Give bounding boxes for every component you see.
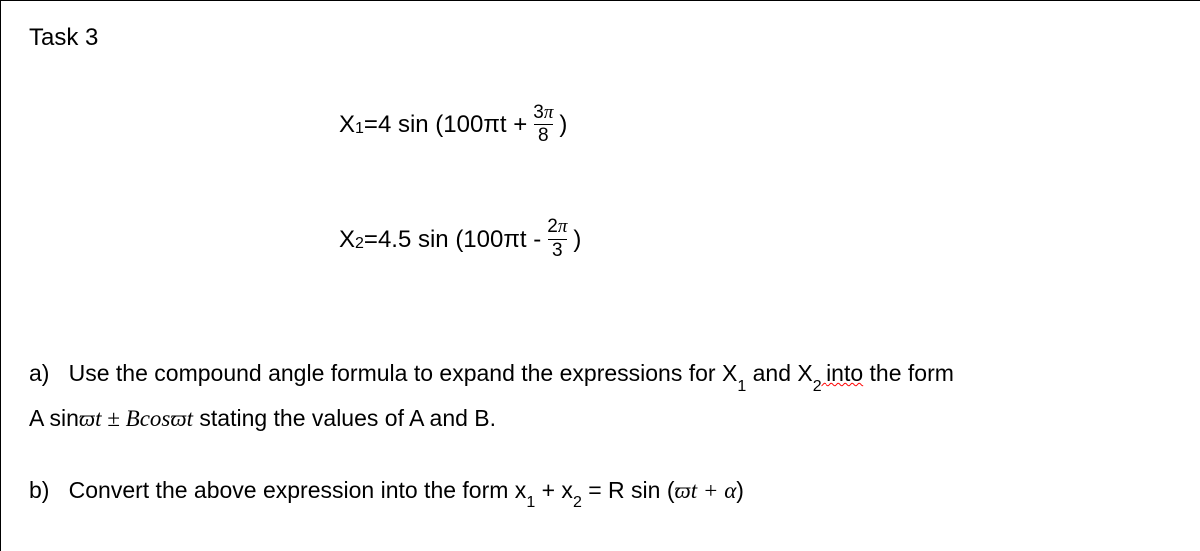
part-a: a) Use the compound angle formula to exp… bbox=[29, 352, 1172, 441]
part-a-sub2: 2 bbox=[813, 378, 826, 395]
part-a-sub1: 1 bbox=[737, 378, 746, 395]
eq1-coef: 4 sin (100πt + bbox=[378, 108, 527, 142]
part-b-alpha: α bbox=[724, 478, 736, 503]
part-b-close: ) bbox=[736, 477, 744, 503]
eq2-frac-pi: π bbox=[558, 216, 568, 237]
eq1-frac-den: 8 bbox=[534, 124, 553, 147]
eq2-close: ) bbox=[573, 223, 581, 257]
eq1-eq: = bbox=[364, 108, 378, 142]
part-b-text1: Convert the above expression into the fo… bbox=[69, 477, 527, 503]
part-a-underline: 2 into bbox=[813, 360, 863, 386]
part-a-into: into bbox=[826, 360, 863, 386]
eq1-frac-num: 3π bbox=[531, 103, 555, 125]
part-b-plus: + bbox=[697, 478, 724, 503]
task-title: Task 3 bbox=[29, 21, 1172, 55]
eq2-frac-num-val: 2 bbox=[547, 216, 558, 237]
part-b-varpi: ϖ bbox=[675, 478, 691, 503]
eq1-frac-num-val: 3 bbox=[533, 102, 544, 123]
part-a-label: a) bbox=[29, 360, 49, 386]
part-b-label: b) bbox=[29, 477, 49, 503]
part-b-sub2: 2 bbox=[573, 494, 582, 511]
eq2-eq: = bbox=[364, 223, 378, 257]
eq1-lhs-sub: 1 bbox=[355, 118, 364, 140]
eq2-fraction: 2π 3 bbox=[545, 217, 569, 262]
part-a-varpi1: ϖ bbox=[79, 406, 95, 431]
part-a-varpi2: ϖ bbox=[170, 406, 186, 431]
part-a-line2-post: stating the values of A and B. bbox=[193, 405, 496, 431]
part-a-text1: Use the compound angle formula to expand… bbox=[69, 360, 738, 386]
eq2-frac-num: 2π bbox=[545, 217, 569, 239]
part-a-bcos: Bcos bbox=[126, 406, 171, 431]
part-a-line2-pre: A sin bbox=[29, 405, 79, 431]
part-b-text3: = R sin ( bbox=[582, 477, 675, 503]
part-b-sub1: 1 bbox=[526, 494, 535, 511]
part-b: b) Convert the above expression into the… bbox=[29, 469, 1172, 514]
eq1-lhs-var: X bbox=[339, 108, 355, 142]
eq1-frac-pi: π bbox=[544, 102, 554, 123]
part-a-text2: and X bbox=[746, 360, 813, 386]
part-a-pm: ± bbox=[102, 406, 126, 431]
equation-x2: X2 = 4.5 sin (100πt - 2π 3 ) bbox=[339, 217, 1172, 262]
eq1-close: ) bbox=[559, 108, 567, 142]
eq2-coef: 4.5 sin (100πt - bbox=[378, 223, 541, 257]
equation-x1: X1 = 4 sin (100πt + 3π 8 ) bbox=[339, 103, 1172, 148]
eq2-lhs-sub: 2 bbox=[355, 233, 364, 255]
part-a-text3: the form bbox=[863, 360, 954, 386]
eq1-fraction: 3π 8 bbox=[531, 103, 555, 148]
eq2-frac-den: 3 bbox=[548, 239, 567, 262]
part-b-text2: + x bbox=[535, 477, 573, 503]
eq2-lhs-var: X bbox=[339, 223, 355, 257]
